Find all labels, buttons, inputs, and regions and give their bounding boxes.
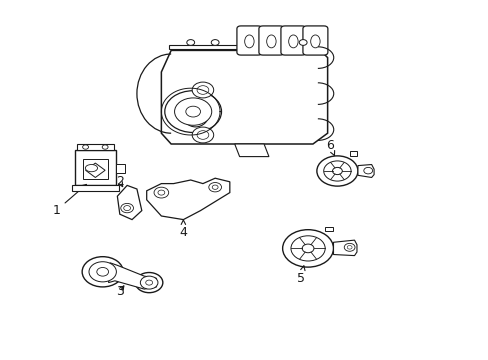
Circle shape bbox=[323, 161, 350, 181]
Circle shape bbox=[158, 190, 164, 195]
Circle shape bbox=[82, 145, 88, 149]
Circle shape bbox=[302, 244, 313, 253]
Polygon shape bbox=[146, 178, 229, 220]
Polygon shape bbox=[117, 185, 142, 220]
FancyBboxPatch shape bbox=[72, 184, 118, 191]
Circle shape bbox=[211, 40, 219, 45]
FancyBboxPatch shape bbox=[303, 26, 327, 55]
Ellipse shape bbox=[288, 35, 298, 48]
Ellipse shape bbox=[310, 35, 320, 48]
Circle shape bbox=[192, 82, 213, 98]
Circle shape bbox=[123, 206, 130, 211]
Circle shape bbox=[121, 203, 133, 213]
Ellipse shape bbox=[266, 35, 276, 48]
FancyBboxPatch shape bbox=[74, 150, 116, 184]
Circle shape bbox=[185, 106, 200, 117]
Circle shape bbox=[344, 243, 354, 251]
Circle shape bbox=[102, 145, 108, 149]
Circle shape bbox=[290, 236, 325, 261]
Circle shape bbox=[282, 230, 333, 267]
Circle shape bbox=[192, 127, 213, 143]
FancyBboxPatch shape bbox=[280, 26, 305, 55]
Text: 6: 6 bbox=[325, 139, 334, 156]
Text: 2: 2 bbox=[116, 175, 123, 188]
Text: 1: 1 bbox=[52, 184, 86, 217]
Circle shape bbox=[299, 40, 306, 45]
Circle shape bbox=[174, 98, 211, 125]
Polygon shape bbox=[333, 240, 356, 256]
Circle shape bbox=[140, 276, 158, 289]
Polygon shape bbox=[168, 45, 320, 49]
Circle shape bbox=[154, 187, 168, 198]
Ellipse shape bbox=[244, 35, 254, 48]
Circle shape bbox=[135, 273, 163, 293]
Circle shape bbox=[82, 257, 123, 287]
Circle shape bbox=[212, 185, 218, 189]
Polygon shape bbox=[234, 144, 268, 157]
Circle shape bbox=[97, 267, 108, 276]
Circle shape bbox=[332, 167, 342, 175]
FancyBboxPatch shape bbox=[77, 144, 113, 150]
Text: 5: 5 bbox=[296, 266, 305, 285]
Polygon shape bbox=[349, 151, 356, 156]
Polygon shape bbox=[108, 263, 156, 289]
Text: 3: 3 bbox=[116, 285, 123, 298]
Circle shape bbox=[208, 183, 221, 192]
Circle shape bbox=[363, 167, 372, 174]
Ellipse shape bbox=[85, 165, 98, 172]
FancyBboxPatch shape bbox=[259, 26, 284, 55]
Polygon shape bbox=[325, 227, 332, 231]
Circle shape bbox=[346, 246, 351, 249]
Polygon shape bbox=[357, 165, 373, 177]
FancyBboxPatch shape bbox=[236, 26, 262, 55]
Text: 4: 4 bbox=[179, 220, 187, 239]
FancyBboxPatch shape bbox=[83, 159, 107, 179]
Circle shape bbox=[197, 86, 208, 94]
Circle shape bbox=[89, 262, 116, 282]
Circle shape bbox=[197, 131, 208, 139]
FancyBboxPatch shape bbox=[116, 164, 125, 173]
Circle shape bbox=[186, 40, 194, 45]
Ellipse shape bbox=[182, 100, 208, 127]
Circle shape bbox=[145, 280, 152, 285]
Polygon shape bbox=[161, 50, 327, 144]
Circle shape bbox=[164, 91, 221, 132]
Circle shape bbox=[316, 156, 357, 186]
Polygon shape bbox=[85, 163, 105, 177]
